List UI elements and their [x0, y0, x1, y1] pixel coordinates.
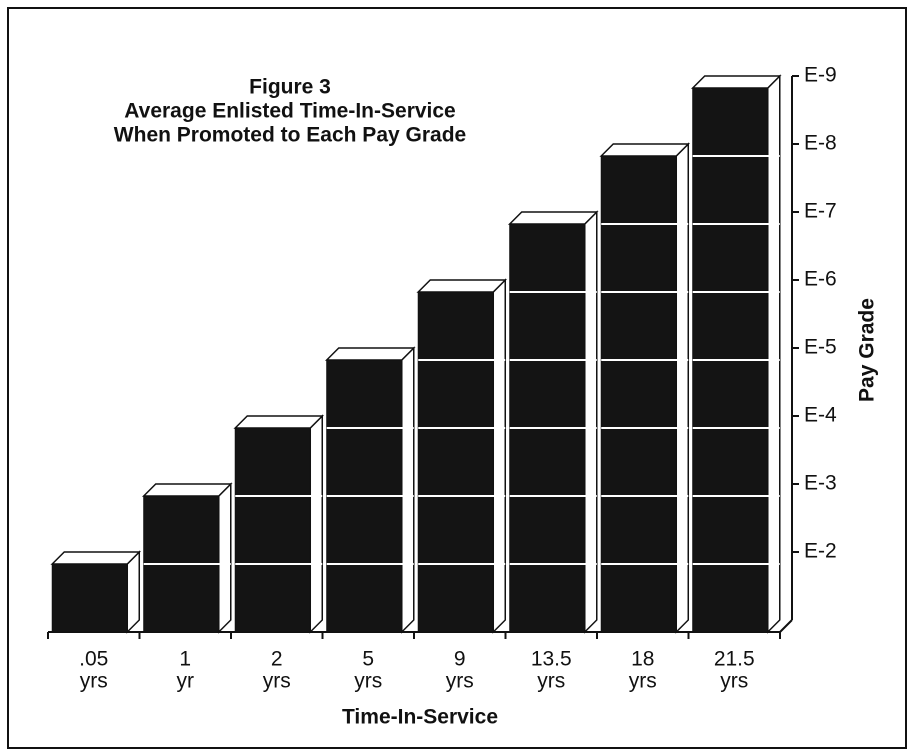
y-tick-label: E-3 [804, 472, 837, 495]
chart-title: Figure 3 [249, 76, 331, 99]
bar-side [309, 414, 324, 634]
bar-top [233, 415, 325, 429]
bar-top [599, 143, 691, 157]
bar-side [218, 482, 232, 634]
bar-top [416, 279, 508, 293]
y-tick-label: E-8 [804, 132, 837, 155]
bar-top [507, 211, 599, 225]
x-axis-label: Time-In-Service [342, 706, 498, 729]
x-tick-label: yrs [354, 670, 382, 693]
chart-title: When Promoted to Each Pay Grade [114, 124, 466, 147]
bar-side [126, 550, 141, 634]
x-tick-label: yrs [629, 670, 657, 693]
bar-side [492, 278, 507, 634]
chart-title: Average Enlisted Time-In-Service [124, 100, 455, 123]
x-tick-label: yr [177, 670, 195, 693]
x-tick-label: 1 [179, 648, 191, 671]
x-tick-label: yrs [446, 670, 474, 693]
bar [234, 427, 311, 633]
x-tick-label: yrs [720, 670, 748, 693]
x-tick-label: 5 [362, 648, 374, 671]
x-tick-label: 2 [271, 648, 283, 671]
x-tick-label: .05 [79, 648, 108, 671]
y-tick-label: E-9 [804, 64, 837, 87]
x-axis-depth [779, 619, 793, 633]
y-tick-label: E-7 [804, 200, 837, 223]
x-tick-label: 9 [454, 648, 466, 671]
y-tick-label: E-4 [804, 404, 837, 427]
bar [417, 291, 494, 633]
x-tick-label: 18 [631, 648, 654, 671]
x-tick-label: 13.5 [531, 648, 572, 671]
x-tick-label: yrs [263, 670, 291, 693]
y-tick-label: E-5 [804, 336, 837, 359]
x-tick-label: yrs [80, 670, 108, 693]
bar-top [141, 483, 233, 497]
x-tick-label: 21.5 [714, 648, 755, 671]
y-tick-label: E-6 [804, 268, 837, 291]
bar-side [675, 142, 690, 634]
bar-top [690, 75, 782, 89]
y-axis-label: Pay Grade [856, 298, 879, 402]
bar-side [401, 346, 415, 634]
bar [600, 155, 677, 633]
x-tick-label: yrs [537, 670, 565, 693]
bar-top [324, 347, 416, 361]
y-tick-label: E-2 [804, 540, 837, 563]
bar-side [767, 74, 781, 634]
bar [51, 563, 128, 633]
bar-top [50, 551, 142, 565]
bar-side [584, 210, 598, 634]
